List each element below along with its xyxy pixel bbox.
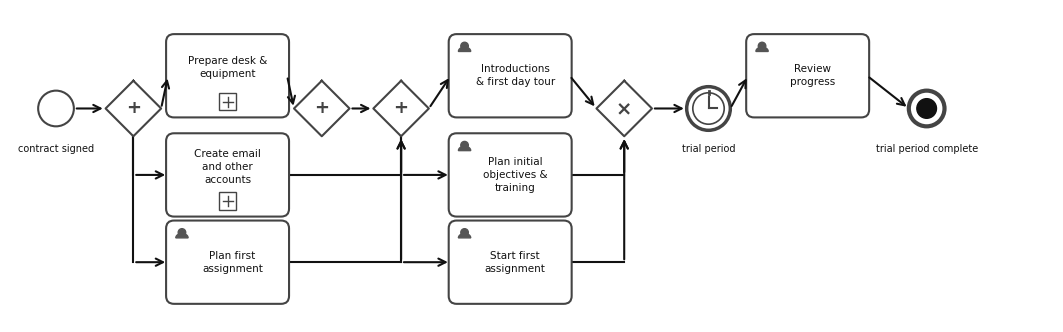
Polygon shape bbox=[373, 81, 428, 136]
Bar bbox=[219, 192, 236, 209]
Text: Introductions
& first day tour: Introductions & first day tour bbox=[475, 64, 555, 87]
Polygon shape bbox=[294, 81, 350, 136]
FancyBboxPatch shape bbox=[449, 220, 572, 304]
Polygon shape bbox=[596, 81, 652, 136]
Text: Review
progress: Review progress bbox=[790, 64, 836, 87]
FancyBboxPatch shape bbox=[746, 34, 870, 118]
Circle shape bbox=[693, 93, 724, 124]
Text: ×: × bbox=[617, 100, 632, 119]
Circle shape bbox=[909, 91, 945, 126]
Circle shape bbox=[179, 229, 186, 236]
Text: +: + bbox=[125, 100, 141, 118]
Circle shape bbox=[758, 42, 765, 50]
Circle shape bbox=[460, 42, 469, 50]
Text: contract signed: contract signed bbox=[18, 144, 94, 154]
FancyBboxPatch shape bbox=[166, 133, 289, 216]
Polygon shape bbox=[175, 233, 188, 238]
Text: +: + bbox=[393, 100, 408, 118]
FancyBboxPatch shape bbox=[449, 133, 572, 216]
Circle shape bbox=[460, 229, 469, 236]
Text: trial period: trial period bbox=[681, 144, 736, 154]
FancyBboxPatch shape bbox=[449, 34, 572, 118]
Bar bbox=[219, 93, 236, 111]
Polygon shape bbox=[458, 146, 471, 151]
FancyBboxPatch shape bbox=[166, 220, 289, 304]
Text: Create email
and other
accounts: Create email and other accounts bbox=[195, 149, 261, 185]
Circle shape bbox=[917, 99, 937, 118]
Polygon shape bbox=[105, 81, 162, 136]
Circle shape bbox=[687, 87, 730, 130]
FancyBboxPatch shape bbox=[166, 34, 289, 118]
Circle shape bbox=[460, 141, 469, 149]
Polygon shape bbox=[458, 47, 471, 51]
Text: Plan initial
objectives &
training: Plan initial objectives & training bbox=[483, 157, 547, 193]
Text: +: + bbox=[315, 100, 330, 118]
Polygon shape bbox=[458, 233, 471, 238]
Text: Start first
assignment: Start first assignment bbox=[485, 251, 545, 274]
Text: trial period complete: trial period complete bbox=[876, 144, 978, 154]
Text: Prepare desk &
equipment: Prepare desk & equipment bbox=[188, 56, 267, 79]
Text: Plan first
assignment: Plan first assignment bbox=[202, 251, 263, 274]
Polygon shape bbox=[756, 47, 769, 51]
